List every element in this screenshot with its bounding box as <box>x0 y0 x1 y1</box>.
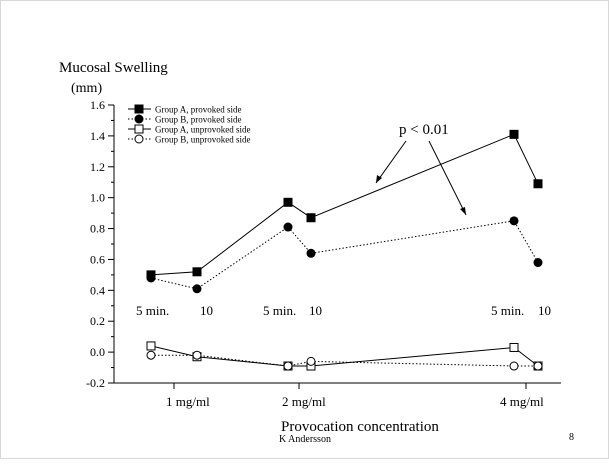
annotation-arrow-1 <box>375 140 407 184</box>
data-point <box>283 197 293 207</box>
y-tick-label: 0.0 <box>90 345 105 359</box>
data-point <box>533 361 543 371</box>
time-label-10: 10 <box>200 303 213 318</box>
y-tick-label: 1.2 <box>90 160 105 174</box>
data-point <box>283 222 293 232</box>
legend-entry: Group B, provoked side <box>155 115 242 125</box>
series-3 <box>146 350 543 371</box>
series-line <box>150 133 539 276</box>
footer-author: K Andersson <box>279 434 331 445</box>
y-tick-label: 0.8 <box>90 222 105 236</box>
annotation: p < 0.01 <box>375 122 467 216</box>
time-label-5min: 5 min. <box>136 303 169 318</box>
legend-marker <box>134 124 144 134</box>
series-line <box>150 220 539 290</box>
annotation-arrowhead-2 <box>460 207 466 215</box>
data-point <box>509 342 519 352</box>
legend-marker <box>134 104 144 114</box>
series-1 <box>146 216 543 294</box>
data-point <box>146 350 156 360</box>
legend-entry: Group A, unprovoked side <box>155 125 251 135</box>
y-tick-label: 1.0 <box>90 191 105 205</box>
axes <box>108 104 561 389</box>
series-0 <box>146 129 543 280</box>
data-point <box>533 258 543 268</box>
series-line <box>150 345 539 367</box>
legend-entry: Group A, provoked side <box>155 105 242 115</box>
page-number: 8 <box>569 432 574 443</box>
data-point <box>306 356 316 366</box>
data-point <box>509 216 519 226</box>
series-layer <box>146 129 543 371</box>
data-point <box>192 284 202 294</box>
concentration-label: 2 mg/ml <box>282 394 326 409</box>
y-axis-unit: (mm) <box>71 81 102 96</box>
data-point <box>146 273 156 283</box>
time-labels: 5 min. 10 5 min. 10 5 min. 10 <box>136 303 551 318</box>
time-label-5min: 5 min. <box>491 303 524 318</box>
data-point <box>192 350 202 360</box>
legend-marker <box>134 114 144 124</box>
data-point <box>306 213 316 223</box>
time-label-10: 10 <box>538 303 551 318</box>
legend-entry: Group B, unprovoked side <box>155 135 251 145</box>
data-point <box>306 248 316 258</box>
y-tick-label: 0.6 <box>90 252 105 266</box>
concentration-label: 4 mg/ml <box>500 394 544 409</box>
annotation-text: p < 0.01 <box>399 122 449 138</box>
time-label-10: 10 <box>309 303 322 318</box>
concentration-label: 1 mg/ml <box>166 394 210 409</box>
data-point <box>509 361 519 371</box>
concentration-labels: 1 mg/ml 2 mg/ml 4 mg/ml <box>166 394 544 409</box>
y-tick-label: -0.2 <box>86 376 105 390</box>
y-tick-label: 1.4 <box>90 129 105 143</box>
data-point <box>283 361 293 371</box>
x-axis-label: Provocation concentration <box>281 419 439 435</box>
y-tick-label: 1.6 <box>90 98 105 112</box>
chart-title: Mucosal Swelling <box>59 60 168 76</box>
data-point <box>192 267 202 277</box>
series-2 <box>146 341 543 371</box>
annotation-arrow-2 <box>428 140 467 216</box>
series-line <box>151 354 538 367</box>
y-tick-label: 0.2 <box>90 314 105 328</box>
data-point <box>509 129 519 139</box>
time-label-5min: 5 min. <box>263 303 296 318</box>
data-point <box>533 179 543 189</box>
annotation-arrowhead-1 <box>376 175 382 183</box>
data-point <box>146 341 156 351</box>
y-tick-labels: -0.2 0.0 0.2 0.4 0.6 0.8 1.0 1.2 1.4 1.6 <box>86 98 105 390</box>
y-tick-label: 0.4 <box>90 283 105 297</box>
legend-marker <box>134 134 144 144</box>
